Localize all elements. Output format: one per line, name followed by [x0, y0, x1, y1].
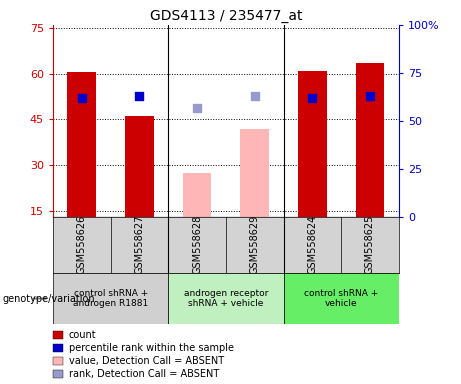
- Bar: [284, 273, 399, 324]
- Bar: [125, 116, 154, 217]
- Text: control shRNA +
androgen R1881: control shRNA + androgen R1881: [73, 289, 148, 308]
- Point: [309, 95, 316, 101]
- Point: [193, 104, 201, 111]
- Text: GSM558626: GSM558626: [77, 215, 87, 275]
- Bar: [67, 72, 96, 217]
- Text: GSM558629: GSM558629: [250, 215, 260, 275]
- Point: [136, 93, 143, 99]
- Bar: [168, 273, 284, 324]
- Text: value, Detection Call = ABSENT: value, Detection Call = ABSENT: [69, 356, 224, 366]
- Text: percentile rank within the sample: percentile rank within the sample: [69, 343, 234, 353]
- Point: [78, 95, 85, 101]
- Point: [251, 93, 258, 99]
- Text: count: count: [69, 330, 96, 340]
- Text: control shRNA +
vehicle: control shRNA + vehicle: [304, 289, 378, 308]
- Text: GSM558628: GSM558628: [192, 215, 202, 275]
- Bar: [53, 273, 168, 324]
- Text: GSM558625: GSM558625: [365, 215, 375, 275]
- Bar: [298, 71, 327, 217]
- Bar: [355, 63, 384, 217]
- Title: GDS4113 / 235477_at: GDS4113 / 235477_at: [150, 8, 302, 23]
- Text: GSM558627: GSM558627: [135, 215, 144, 275]
- Bar: [240, 129, 269, 217]
- Bar: [183, 173, 212, 217]
- Text: genotype/variation: genotype/variation: [2, 293, 95, 304]
- Text: GSM558624: GSM558624: [307, 215, 317, 275]
- Point: [366, 93, 373, 99]
- Text: androgen receptor
shRNA + vehicle: androgen receptor shRNA + vehicle: [183, 289, 268, 308]
- Text: rank, Detection Call = ABSENT: rank, Detection Call = ABSENT: [69, 369, 219, 379]
